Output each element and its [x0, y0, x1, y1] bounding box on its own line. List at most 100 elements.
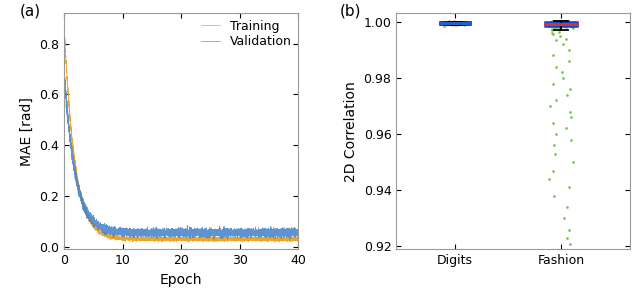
- Point: [547, 32, 557, 37]
- Point: [447, 22, 457, 27]
- Point: [452, 20, 462, 25]
- Validation: [234, 233, 241, 237]
- Validation: [294, 232, 302, 236]
- Point: [554, 23, 564, 28]
- Point: [550, 22, 560, 27]
- Point: [568, 20, 578, 25]
- Point: [547, 22, 557, 27]
- Point: [550, 22, 560, 27]
- Training: [185, 240, 193, 244]
- Point: [546, 20, 556, 25]
- Point: [444, 22, 454, 26]
- Training: [72, 167, 79, 171]
- Point: [552, 23, 563, 27]
- Point: [557, 20, 567, 25]
- Point: [561, 19, 572, 24]
- Point: [441, 22, 451, 26]
- Validation: [198, 231, 206, 234]
- Point: [561, 126, 572, 131]
- Point: [551, 132, 561, 137]
- Point: [451, 21, 461, 26]
- Point: [548, 19, 559, 24]
- Point: [458, 20, 468, 25]
- Point: [446, 20, 456, 25]
- Point: [445, 20, 456, 25]
- Point: [564, 227, 574, 232]
- Training: [145, 237, 152, 240]
- Point: [550, 23, 561, 27]
- Point: [445, 22, 456, 27]
- Training: [294, 237, 302, 240]
- Point: [562, 236, 572, 240]
- Point: [448, 21, 458, 25]
- Point: [444, 20, 454, 25]
- Point: [556, 19, 566, 24]
- Point: [545, 20, 556, 25]
- Point: [449, 19, 459, 24]
- Point: [558, 76, 568, 80]
- Point: [444, 22, 454, 27]
- Point: [445, 21, 455, 25]
- Point: [561, 23, 571, 28]
- Point: [564, 22, 575, 27]
- Point: [440, 21, 450, 26]
- Point: [557, 21, 567, 26]
- Point: [562, 92, 572, 97]
- Point: [442, 21, 452, 25]
- Point: [559, 20, 569, 25]
- Point: [562, 20, 572, 24]
- Point: [451, 20, 461, 24]
- Point: [454, 20, 465, 25]
- Point: [557, 22, 567, 27]
- Point: [451, 19, 461, 24]
- Point: [552, 20, 562, 25]
- Point: [564, 22, 575, 26]
- Point: [561, 22, 572, 27]
- Point: [568, 23, 578, 28]
- Point: [565, 241, 575, 246]
- Point: [550, 23, 561, 28]
- Point: [452, 20, 463, 25]
- Point: [551, 21, 561, 26]
- Point: [550, 21, 561, 26]
- Point: [551, 21, 561, 26]
- Point: [442, 19, 452, 24]
- Point: [444, 20, 454, 25]
- Point: [544, 177, 554, 181]
- Point: [554, 25, 564, 30]
- Point: [550, 21, 560, 26]
- Point: [547, 21, 557, 26]
- Point: [551, 19, 561, 24]
- Point: [460, 20, 470, 25]
- Point: [545, 20, 555, 25]
- Point: [451, 20, 461, 25]
- Point: [553, 20, 563, 25]
- Training: [198, 237, 206, 241]
- Point: [449, 19, 459, 24]
- Point: [444, 19, 454, 24]
- Point: [455, 20, 465, 25]
- Point: [568, 23, 578, 28]
- Point: [547, 23, 557, 28]
- Point: [559, 22, 570, 27]
- Point: [460, 20, 470, 25]
- Point: [441, 21, 451, 26]
- Text: (b): (b): [340, 4, 362, 19]
- Point: [457, 20, 467, 25]
- Point: [452, 22, 462, 27]
- Point: [555, 34, 565, 39]
- Point: [548, 81, 558, 86]
- Point: [455, 22, 465, 26]
- Point: [566, 20, 576, 25]
- Training: [60, 22, 68, 26]
- Text: (a): (a): [20, 4, 41, 19]
- Point: [449, 20, 459, 25]
- Point: [458, 19, 468, 24]
- Training: [246, 237, 254, 240]
- Line: Training: Training: [64, 22, 298, 242]
- Point: [564, 21, 575, 26]
- Point: [458, 21, 468, 26]
- Point: [558, 24, 568, 29]
- Point: [567, 20, 577, 25]
- Point: [447, 21, 458, 25]
